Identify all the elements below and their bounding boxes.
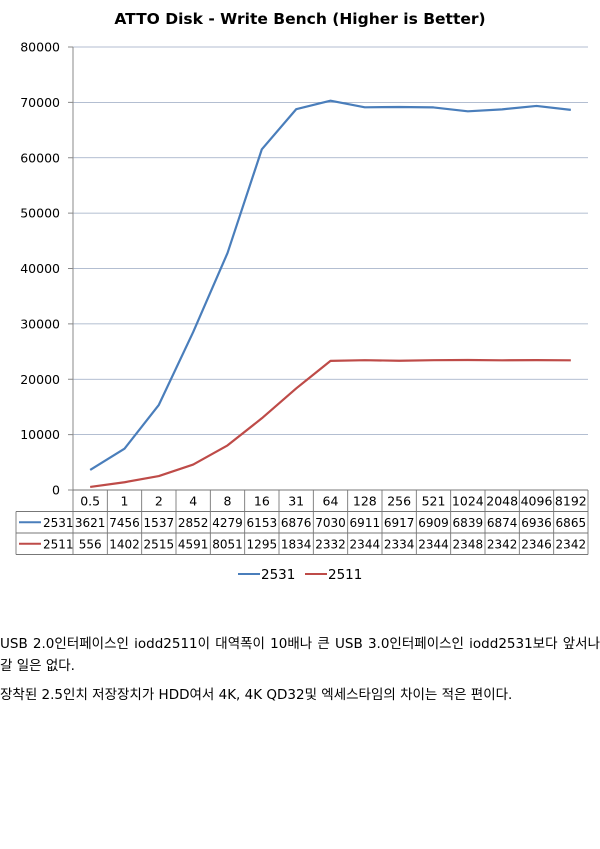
legend-label: 2531 [261, 567, 295, 583]
y-tick-label: 40000 [20, 261, 60, 276]
y-tick-label: 20000 [20, 372, 60, 387]
table-cell-value: 6909 [418, 516, 449, 530]
table-cell-value: 1295 [247, 538, 278, 552]
table-cell-value: 2342 [487, 538, 518, 552]
y-tick-label: 30000 [20, 316, 60, 331]
table-cell-value: 6839 [453, 516, 484, 530]
x-category-label: 2048 [486, 494, 518, 509]
legend-label: 2511 [328, 567, 362, 583]
x-category-label: 0.5 [80, 494, 100, 509]
table-cell-value: 2515 [144, 538, 175, 552]
table-cell-value: 6876 [281, 516, 312, 530]
table-cell-value: 6874 [487, 516, 518, 530]
table-cell-value: 8051 [212, 538, 243, 552]
x-category-label: 4096 [521, 494, 553, 509]
x-category-label: 1024 [452, 494, 484, 509]
x-category-label: 16 [254, 494, 270, 509]
gridlines [73, 46, 588, 436]
chart-title: ATTO Disk - Write Bench (Higher is Bette… [114, 10, 485, 28]
y-tick-label: 60000 [20, 150, 60, 165]
legend: 2531 2511 [238, 567, 362, 583]
table-cell-value: 1402 [109, 538, 140, 552]
x-category-label: 4 [189, 494, 197, 509]
write-bench-chart: ATTO Disk - Write Bench (Higher is Bette… [15, 10, 589, 583]
x-category-label: 8192 [555, 494, 587, 509]
table-cell-value: 6911 [350, 516, 381, 530]
y-tick-label: 70000 [20, 95, 60, 110]
table-series-name: 2511 [43, 538, 74, 552]
table-cell-value: 2348 [453, 538, 484, 552]
table-cell-value: 2332 [315, 538, 346, 552]
y-tick-label: 80000 [20, 40, 60, 55]
x-category-label: 1 [121, 494, 129, 509]
table-cell-value: 3621 [75, 516, 106, 530]
x-category-label: 2 [155, 494, 163, 509]
table-cell-value: 2346 [521, 538, 552, 552]
data-table: 0.5 1 2 4 8 16 31 64 128 256 521 1024 2048 4096 8192 25… [15, 489, 589, 555]
table-cell-value: 6865 [556, 516, 587, 530]
x-category-label: 64 [323, 494, 339, 509]
table-cell-value: 1537 [144, 516, 175, 530]
table-cell-value: 6153 [247, 516, 278, 530]
paragraph-2: 장착된 2.5인치 저장장치가 HDD여서 4K, 4K QD32및 엑세스타임… [0, 687, 513, 703]
table-cell-value: 2334 [384, 538, 415, 552]
series-line-2511 [90, 358, 571, 489]
table-series-name: 2531 [43, 516, 74, 530]
table-cell-value: 2344 [350, 538, 381, 552]
paragraph-1: USB 2.0인터페이스인 iodd2511이 대역폭이 10배나 큰 USB … [0, 636, 600, 674]
x-category-label: 128 [353, 494, 377, 509]
table-cell-value: 2852 [178, 516, 209, 530]
x-category-label: 521 [422, 494, 446, 509]
table-cell-value: 7030 [315, 516, 346, 530]
series-line-2531 [89, 99, 571, 471]
table-cell-value: 4591 [178, 538, 209, 552]
series-lines [89, 99, 571, 489]
table-cell-value: 556 [79, 538, 102, 552]
y-axis: 0 10000 20000 30000 40000 50000 60000 70000 8000… [20, 40, 74, 498]
table-cell-value: 2344 [418, 538, 449, 552]
table-cell-value: 1834 [281, 538, 312, 552]
table-cell-value: 6917 [384, 516, 415, 530]
table-cell-value: 2342 [556, 538, 587, 552]
y-tick-label: 10000 [20, 427, 60, 442]
table-cell-value: 6936 [521, 516, 552, 530]
y-tick-label: 0 [52, 483, 60, 498]
table-cell-value: 7456 [109, 516, 140, 530]
x-category-label: 8 [224, 494, 232, 509]
x-category-label: 31 [288, 494, 304, 509]
y-tick-label: 50000 [20, 206, 60, 221]
table-cell-value: 4279 [212, 516, 243, 530]
x-category-label: 256 [387, 494, 411, 509]
